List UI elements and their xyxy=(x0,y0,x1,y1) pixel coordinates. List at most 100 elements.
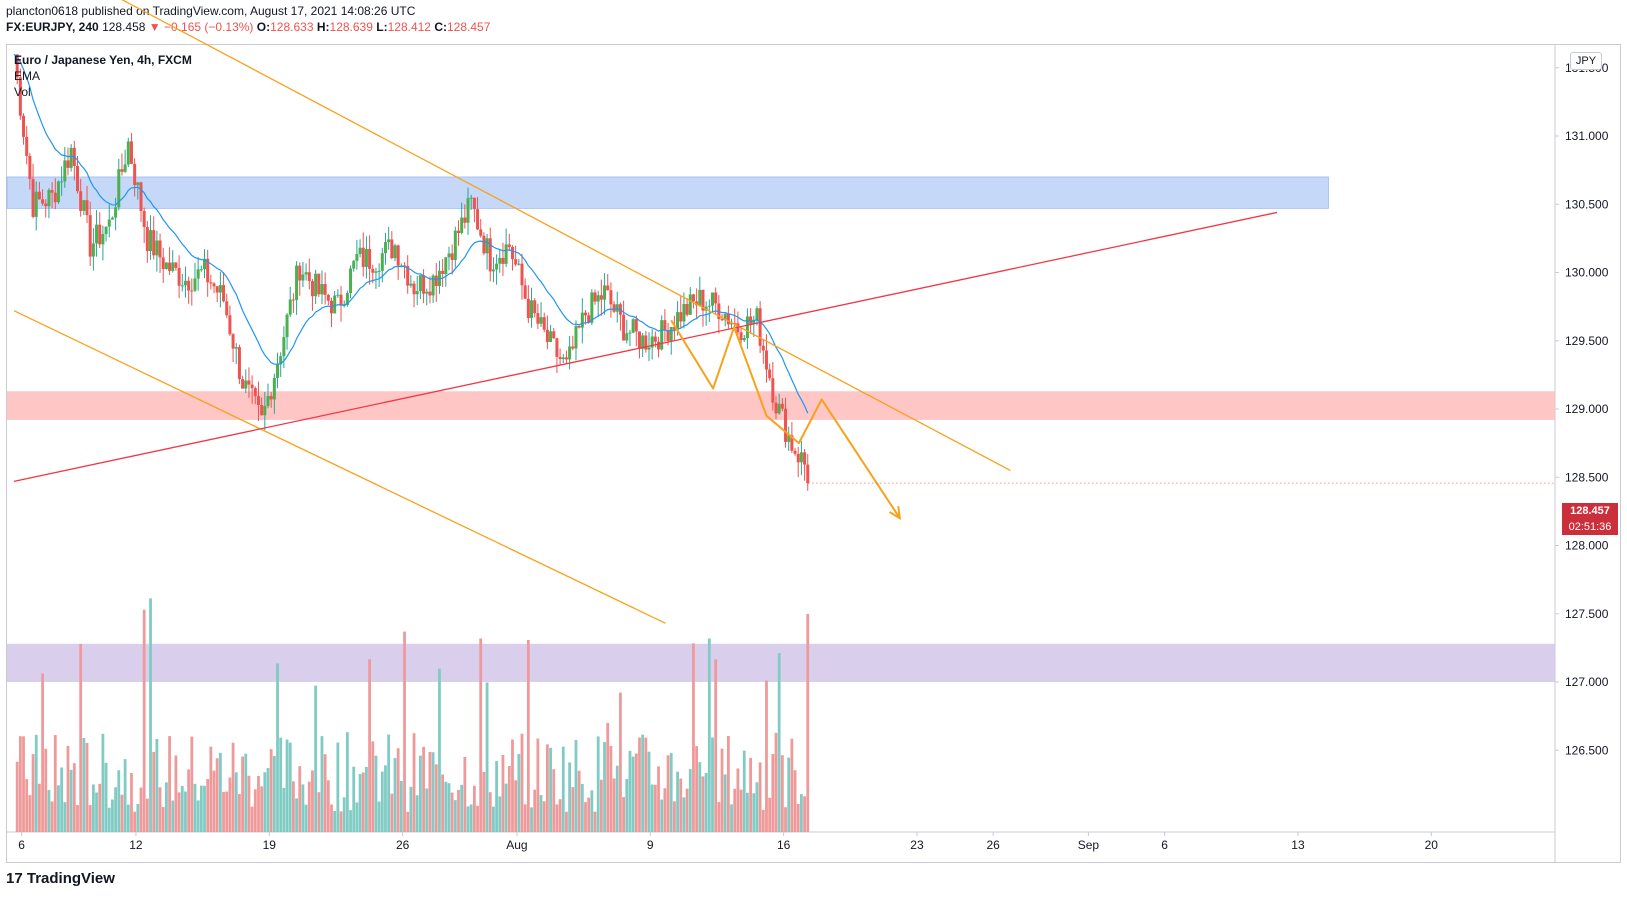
projection-path xyxy=(670,319,901,519)
volume-bar xyxy=(361,772,365,832)
volume-bar xyxy=(577,770,581,832)
candle-body xyxy=(393,245,397,259)
volume-bar xyxy=(438,668,441,832)
candle-body xyxy=(625,333,629,341)
volume-bar xyxy=(406,811,410,832)
x-tick-label: 12 xyxy=(129,838,143,852)
volume-bar xyxy=(472,785,476,832)
y-tick-label: 128.500 xyxy=(1565,470,1609,484)
candle-body xyxy=(755,308,759,320)
ema-line xyxy=(13,53,809,414)
candle-body xyxy=(450,253,454,260)
volume-bar xyxy=(641,734,645,832)
x-tick-label: 16 xyxy=(777,838,791,852)
volume-bar xyxy=(98,783,102,832)
candle-body xyxy=(123,164,127,172)
candle-body xyxy=(63,160,67,182)
low-label: L: xyxy=(376,20,388,34)
volume-bar xyxy=(717,802,721,832)
volume-bar xyxy=(701,776,705,832)
volume-bar xyxy=(669,753,673,832)
volume-bar xyxy=(206,778,210,832)
candle-body xyxy=(453,230,457,260)
volume-bar xyxy=(136,804,140,832)
legend-ema[interactable]: EMA xyxy=(14,69,41,83)
volume-bar xyxy=(434,764,438,832)
volume-bar xyxy=(301,784,305,832)
volume-bar xyxy=(304,804,308,832)
candle-body xyxy=(88,215,92,257)
candle-body xyxy=(237,347,241,380)
symbol-label[interactable]: FX:EURJPY, 240 xyxy=(6,20,99,34)
legend-title[interactable]: Euro / Japanese Yen, 4h, FXCM xyxy=(14,53,192,67)
rising-trendline xyxy=(13,211,1278,482)
candle-body xyxy=(282,337,286,357)
candle-body xyxy=(256,396,260,406)
candle-body xyxy=(777,403,781,414)
logo-text: TradingView xyxy=(26,870,115,887)
x-tick-label: 6 xyxy=(18,838,25,852)
volume-bar xyxy=(412,733,416,832)
volume-bar xyxy=(784,807,787,832)
candle-body xyxy=(685,303,689,315)
candle-body xyxy=(317,273,321,295)
candle-body xyxy=(606,285,610,291)
candle-body xyxy=(634,319,638,332)
candle-body xyxy=(641,335,645,349)
candle-body xyxy=(193,278,197,291)
volume-bar xyxy=(431,752,435,832)
volume-bar xyxy=(28,795,32,832)
volume-bar xyxy=(523,804,527,832)
volume-bar xyxy=(365,766,368,832)
volume-bar xyxy=(247,775,251,832)
volume-bar xyxy=(682,797,686,832)
candle-body xyxy=(203,258,206,270)
candle-body xyxy=(368,248,372,269)
legend-vol[interactable]: Vol xyxy=(14,85,31,99)
candle-body xyxy=(501,257,505,264)
volume-bar xyxy=(257,775,260,832)
candle-body xyxy=(787,435,791,442)
candle-body xyxy=(98,224,102,245)
volume-bar xyxy=(34,734,38,832)
volume-bar xyxy=(793,770,797,832)
volume-bar xyxy=(288,742,292,832)
volume-bar xyxy=(800,794,803,832)
candle-body xyxy=(739,332,743,341)
candle-body xyxy=(593,292,597,302)
volume-bar xyxy=(31,754,35,832)
currency-button[interactable]: JPY xyxy=(1570,52,1602,70)
candle-body xyxy=(596,295,600,302)
candle-body xyxy=(110,217,114,220)
tradingview-logo[interactable]: 17 TradingView xyxy=(6,870,115,887)
x-tick-label: 23 xyxy=(910,838,924,852)
volume-bar xyxy=(730,804,733,832)
volume-bar xyxy=(663,788,667,832)
volume-bar xyxy=(565,811,568,832)
candle-body xyxy=(155,240,159,256)
volume-bar xyxy=(231,742,235,832)
volume-bar xyxy=(161,806,165,832)
candle-body xyxy=(799,452,803,463)
volume-bar xyxy=(50,801,54,832)
candle-body xyxy=(333,295,337,314)
volume-bar xyxy=(539,795,543,832)
candle-body xyxy=(260,405,264,416)
candle-body xyxy=(215,286,219,293)
candle-body xyxy=(133,163,137,186)
volume-bar xyxy=(479,638,483,832)
candle-body xyxy=(225,301,229,316)
volume-bar xyxy=(241,756,244,832)
candle-body xyxy=(142,210,146,227)
volume-bar xyxy=(774,732,778,832)
candle-body xyxy=(206,258,210,283)
volume-bar xyxy=(323,754,327,832)
volume-bar xyxy=(142,609,146,832)
candle-body xyxy=(796,453,800,463)
candle-body xyxy=(479,229,483,236)
volume-bar xyxy=(130,773,133,832)
volume-bar xyxy=(374,755,378,832)
volume-bar xyxy=(466,806,470,832)
candle-body xyxy=(409,283,413,286)
